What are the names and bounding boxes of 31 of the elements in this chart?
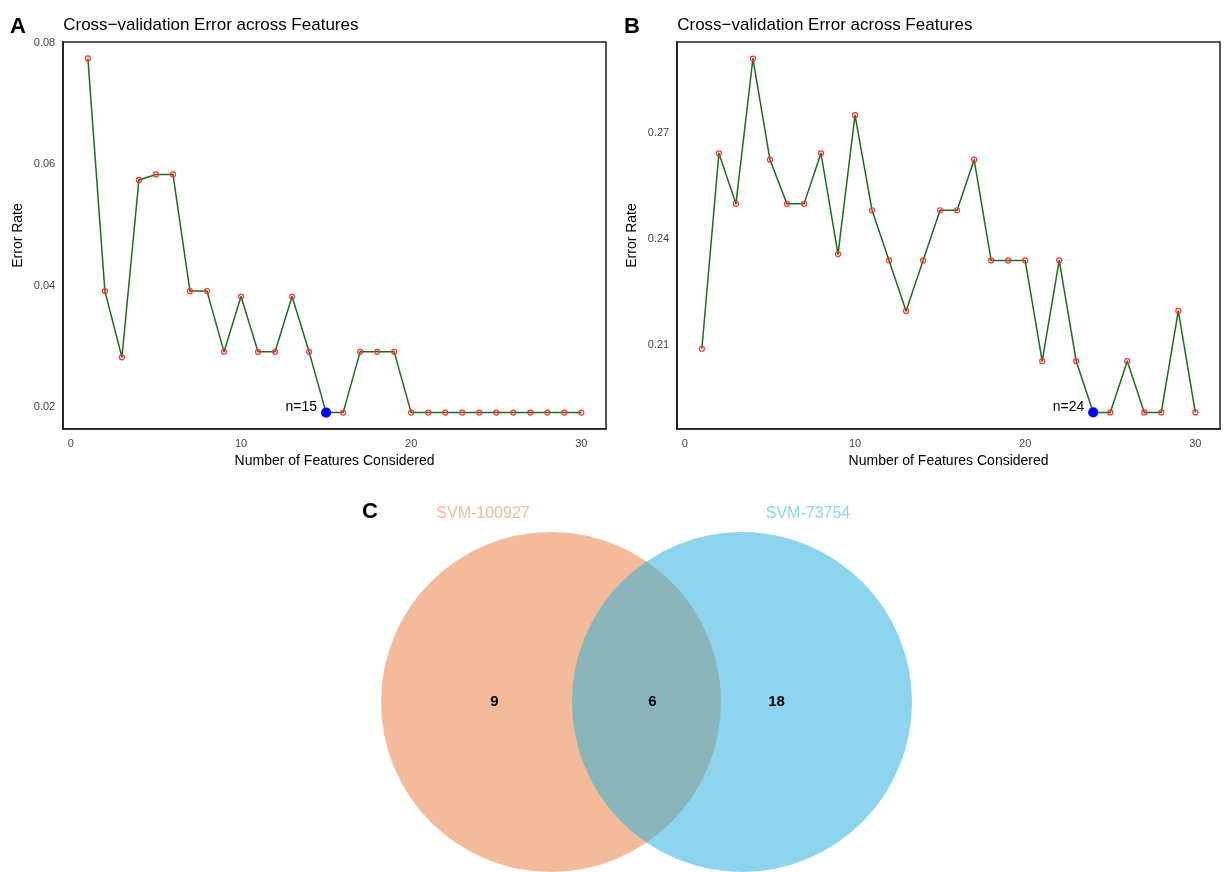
x-tick-label: 20 xyxy=(1019,436,1032,449)
text: SVM-73754 xyxy=(765,504,851,522)
data-label: 9 xyxy=(490,692,499,710)
x-tick-label: 0 xyxy=(67,436,74,449)
y-axis-title: Error Rate xyxy=(623,203,640,268)
y-tick-label: 0.24 xyxy=(647,232,670,245)
x-tick-label: 30 xyxy=(575,436,588,449)
chart-title: Cross−validation Error across Features xyxy=(63,15,359,35)
y-tick-label: 0.27 xyxy=(647,126,670,139)
y-tick-label: 0.08 xyxy=(33,35,56,48)
x-axis-title: Number of Features Considered xyxy=(234,452,435,469)
x-tick-label: 10 xyxy=(234,436,248,449)
x-tick-label: 0 xyxy=(681,436,688,449)
x-axis-title: Number of Features Considered xyxy=(848,452,1049,469)
y-tick-label: 0.21 xyxy=(647,338,670,351)
y-tick-label: 0.04 xyxy=(33,278,56,291)
data-label: 18 xyxy=(768,692,785,710)
text: A xyxy=(10,13,26,39)
chart-title: Cross−validation Error across Features xyxy=(677,15,973,35)
x-tick-label: 30 xyxy=(1189,436,1202,449)
annotation: n=24 xyxy=(1052,398,1085,415)
text: C xyxy=(362,498,378,524)
text: B xyxy=(624,13,640,39)
x-tick-label: 20 xyxy=(405,436,418,449)
annotation: n=15 xyxy=(285,398,318,415)
text: SVM-100927 xyxy=(436,504,530,522)
y-axis-title: Error Rate xyxy=(9,203,26,268)
y-tick-label: 0.02 xyxy=(33,400,56,413)
data-label: 6 xyxy=(648,692,657,710)
y-tick-label: 0.06 xyxy=(33,157,56,170)
x-tick-label: 10 xyxy=(848,436,862,449)
